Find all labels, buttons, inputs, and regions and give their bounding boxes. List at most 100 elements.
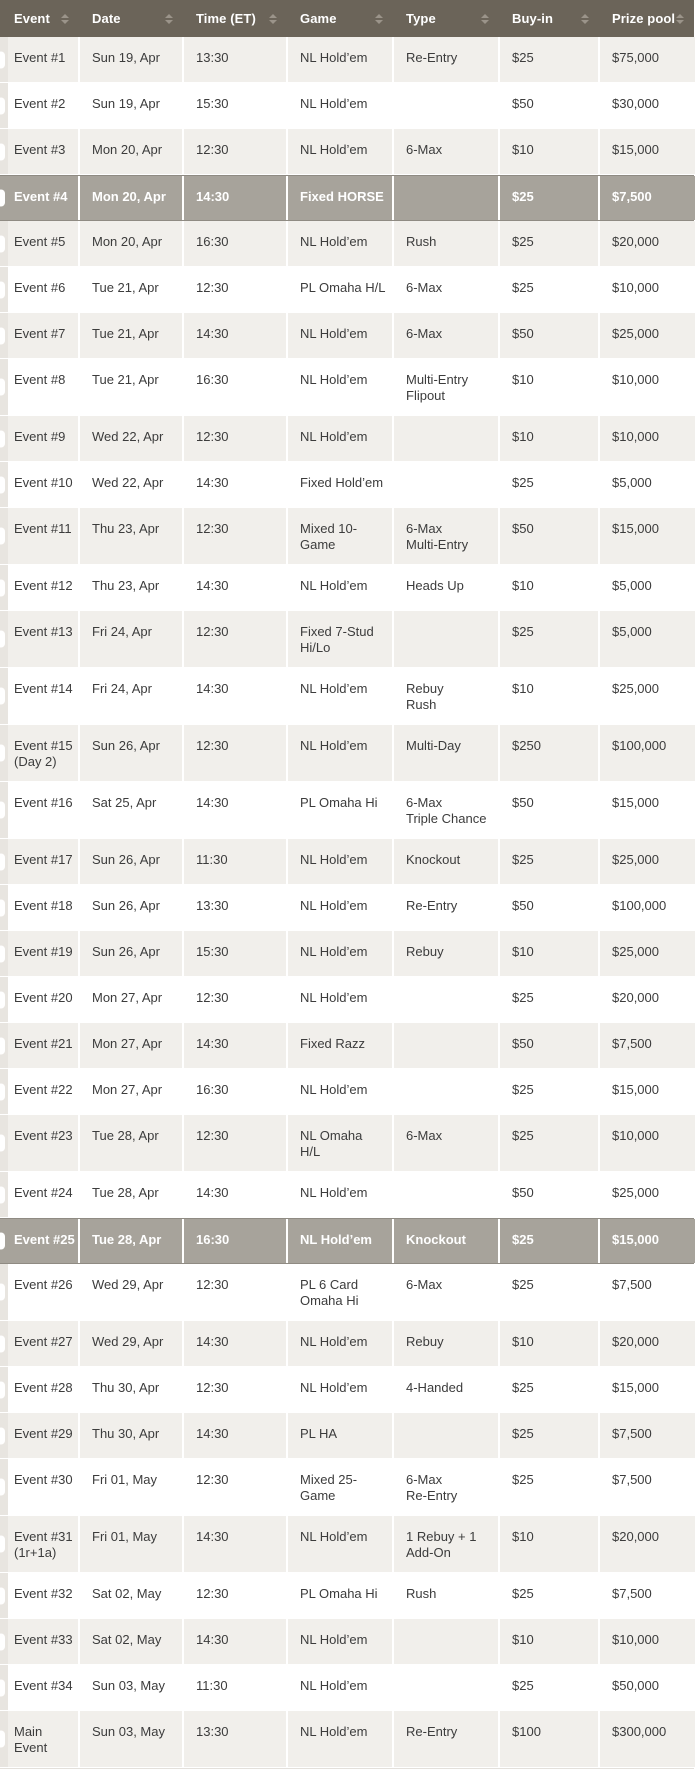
cell-event: Event #21 xyxy=(8,1023,80,1068)
row-checkbox-tab[interactable] xyxy=(0,1037,5,1054)
sort-icon[interactable] xyxy=(676,13,684,24)
row-checkbox-tab[interactable] xyxy=(0,853,5,870)
cell-prize: $20,000 xyxy=(600,1516,695,1572)
table-row[interactable]: Event #22 Mon 27, Apr 16:30 NL Hold’em $… xyxy=(0,1069,695,1115)
row-checkbox-tab[interactable] xyxy=(0,1633,5,1650)
row-checkbox-tab[interactable] xyxy=(0,1232,5,1250)
sort-icon[interactable] xyxy=(375,13,383,24)
column-header-prize[interactable]: Prize pool xyxy=(600,0,695,37)
row-checkbox-tab[interactable] xyxy=(0,1535,5,1553)
row-checkbox-tab[interactable] xyxy=(0,1283,5,1301)
table-row[interactable]: Event #9 Wed 22, Apr 12:30 NL Hold’em $1… xyxy=(0,416,695,462)
row-checkbox-tab[interactable] xyxy=(0,630,5,648)
cell-time: 12:30 xyxy=(184,129,288,174)
row-checkbox-tab[interactable] xyxy=(0,327,5,344)
table-row[interactable]: Event #11 Thu 23, Apr 12:30 Mixed 10-Gam… xyxy=(0,508,695,565)
cell-time: 14:30 xyxy=(184,782,288,838)
cell-time: 12:30 xyxy=(184,1459,288,1515)
table-row[interactable]: Event #10 Wed 22, Apr 14:30 Fixed Hold’e… xyxy=(0,462,695,508)
table-row[interactable]: Event #32 Sat 02, May 12:30 PL Omaha Hi … xyxy=(0,1573,695,1619)
row-checkbox-tab[interactable] xyxy=(0,189,5,207)
sort-icon[interactable] xyxy=(581,13,589,24)
row-checkbox-tab[interactable] xyxy=(0,527,5,545)
table-row[interactable]: Event #29 Thu 30, Apr 14:30 PL HA $25 $7… xyxy=(0,1413,695,1459)
table-row[interactable]: Event #3 Mon 20, Apr 12:30 NL Hold’em 6-… xyxy=(0,129,695,175)
row-checkbox-tab[interactable] xyxy=(0,687,5,705)
row-checkbox-tab[interactable] xyxy=(0,51,5,68)
cell-date: Tue 21, Apr xyxy=(80,267,184,312)
table-row[interactable]: Event #2 Sun 19, Apr 15:30 NL Hold’em $5… xyxy=(0,83,695,129)
table-row[interactable]: Event #33 Sat 02, May 14:30 NL Hold’em $… xyxy=(0,1619,695,1665)
table-row[interactable]: Event #7 Tue 21, Apr 14:30 NL Hold’em 6-… xyxy=(0,313,695,359)
table-row[interactable]: Event #16 Sat 25, Apr 14:30 PL Omaha Hi … xyxy=(0,782,695,839)
cell-buyin: $10 xyxy=(500,416,600,461)
table-row[interactable]: Event #6 Tue 21, Apr 12:30 PL Omaha H/L … xyxy=(0,267,695,313)
column-header-buyin[interactable]: Buy-in xyxy=(500,0,600,37)
cell-prize: $10,000 xyxy=(600,1115,695,1171)
table-row[interactable]: Event #20 Mon 27, Apr 12:30 NL Hold’em $… xyxy=(0,977,695,1023)
row-checkbox-tab[interactable] xyxy=(0,945,5,962)
sort-icon[interactable] xyxy=(61,13,69,24)
row-checkbox-tab[interactable] xyxy=(0,1427,5,1444)
column-header-date[interactable]: Date xyxy=(80,0,184,37)
table-row[interactable]: Event #8 Tue 21, Apr 16:30 NL Hold’em Mu… xyxy=(0,359,695,416)
cell-date: Sun 26, Apr xyxy=(80,885,184,930)
table-row[interactable]: Main Event Sun 03, May 13:30 NL Hold’em … xyxy=(0,1711,695,1768)
row-checkbox-tab[interactable] xyxy=(0,801,5,819)
column-header-time[interactable]: Time (ET) xyxy=(184,0,288,37)
table-row[interactable]: Event #23 Tue 28, Apr 12:30 NL Omaha H/L… xyxy=(0,1115,695,1172)
row-checkbox-tab[interactable] xyxy=(0,579,5,596)
row-checkbox-tab[interactable] xyxy=(0,430,5,447)
cell-event: Event #34 xyxy=(8,1665,80,1710)
row-checkbox-tab[interactable] xyxy=(0,476,5,493)
table-row[interactable]: Event #31 (1r+1a) Fri 01, May 14:30 NL H… xyxy=(0,1516,695,1573)
table-row[interactable]: Event #15 (Day 2) Sun 26, Apr 12:30 NL H… xyxy=(0,725,695,782)
sort-icon[interactable] xyxy=(481,13,489,24)
table-row[interactable]: Event #28 Thu 30, Apr 12:30 NL Hold’em 4… xyxy=(0,1367,695,1413)
column-header-event[interactable]: Event xyxy=(8,0,80,37)
row-checkbox-tab[interactable] xyxy=(0,1730,5,1748)
row-checkbox-tab[interactable] xyxy=(0,899,5,916)
table-row[interactable]: Event #1 Sun 19, Apr 13:30 NL Hold’em Re… xyxy=(0,37,695,83)
table-row[interactable]: Event #27 Wed 29, Apr 14:30 NL Hold’em R… xyxy=(0,1321,695,1367)
row-gutter xyxy=(0,1367,8,1412)
row-checkbox-tab[interactable] xyxy=(0,1335,5,1352)
table-row[interactable]: Event #12 Thu 23, Apr 14:30 NL Hold’em H… xyxy=(0,565,695,611)
column-header-type[interactable]: Type xyxy=(394,0,500,37)
row-checkbox-tab[interactable] xyxy=(0,1679,5,1696)
row-checkbox-tab[interactable] xyxy=(0,1083,5,1100)
row-checkbox-tab[interactable] xyxy=(0,1134,5,1152)
column-label: Game xyxy=(300,11,337,26)
table-row[interactable]: Event #34 Sun 03, May 11:30 NL Hold’em $… xyxy=(0,1665,695,1711)
row-checkbox-tab[interactable] xyxy=(0,1381,5,1398)
row-checkbox-tab[interactable] xyxy=(0,1478,5,1496)
table-row[interactable]: Event #13 Fri 24, Apr 12:30 Fixed 7-Stud… xyxy=(0,611,695,668)
table-row[interactable]: Event #26 Wed 29, Apr 12:30 PL 6 Card Om… xyxy=(0,1264,695,1321)
column-label: Prize pool xyxy=(612,11,676,26)
table-row[interactable]: Event #19 Sun 26, Apr 15:30 NL Hold’em R… xyxy=(0,931,695,977)
table-row[interactable]: Event #24 Tue 28, Apr 14:30 NL Hold’em $… xyxy=(0,1172,695,1218)
table-row[interactable]: Event #17 Sun 26, Apr 11:30 NL Hold’em K… xyxy=(0,839,695,885)
row-checkbox-tab[interactable] xyxy=(0,744,5,762)
table-row[interactable]: Event #21 Mon 27, Apr 14:30 Fixed Razz $… xyxy=(0,1023,695,1069)
table-row[interactable]: Event #18 Sun 26, Apr 13:30 NL Hold’em R… xyxy=(0,885,695,931)
row-checkbox-tab[interactable] xyxy=(0,143,5,160)
row-checkbox-tab[interactable] xyxy=(0,235,5,252)
sort-icon[interactable] xyxy=(269,13,277,24)
table-row[interactable]: Event #14 Fri 24, Apr 14:30 NL Hold’em R… xyxy=(0,668,695,725)
table-row[interactable]: Event #5 Mon 20, Apr 16:30 NL Hold’em Ru… xyxy=(0,221,695,267)
row-checkbox-tab[interactable] xyxy=(0,991,5,1008)
row-checkbox-tab[interactable] xyxy=(0,378,5,396)
table-row[interactable]: Event #30 Fri 01, May 12:30 Mixed 25-Gam… xyxy=(0,1459,695,1516)
row-checkbox-tab[interactable] xyxy=(0,281,5,298)
table-row[interactable]: Event #4 Mon 20, Apr 14:30 Fixed HORSE $… xyxy=(0,175,695,221)
table-row[interactable]: Event #25 Tue 28, Apr 16:30 NL Hold’em K… xyxy=(0,1218,695,1264)
cell-game: Mixed 10-Game xyxy=(288,508,394,564)
sort-icon[interactable] xyxy=(165,13,173,24)
row-checkbox-tab[interactable] xyxy=(0,97,5,114)
column-header-game[interactable]: Game xyxy=(288,0,394,37)
cell-prize: $30,000 xyxy=(600,83,695,128)
cell-buyin: $10 xyxy=(500,565,600,610)
row-checkbox-tab[interactable] xyxy=(0,1186,5,1203)
row-checkbox-tab[interactable] xyxy=(0,1587,5,1604)
